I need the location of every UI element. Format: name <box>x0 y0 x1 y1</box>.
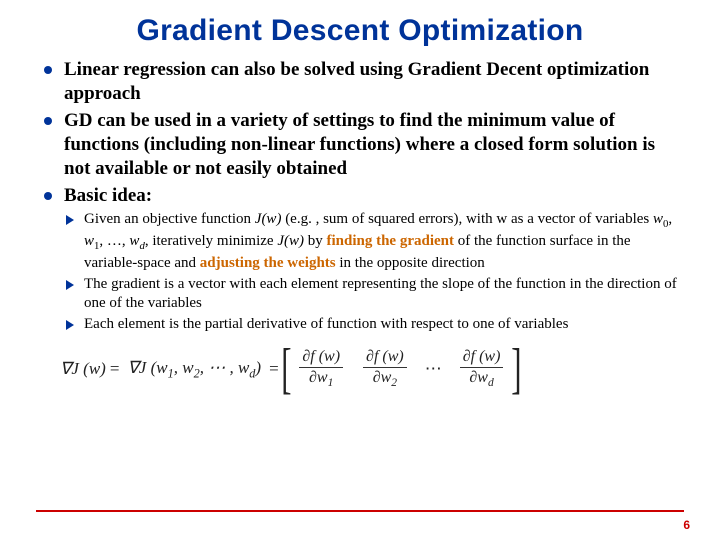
page-number: 6 <box>683 518 690 532</box>
emphasis-text: adjusting the weights <box>200 255 336 271</box>
footer-divider <box>36 510 684 512</box>
bullet-list: Linear regression can also be solved usi… <box>36 58 684 334</box>
sub-bullet-item: Each element is the partial derivative o… <box>64 315 680 334</box>
gradient-formula: ∇J (w) = ∇J (w1, w2, ⋯ , wd) = [ ∂f (w) … <box>60 344 684 394</box>
text-run: ∇J (w <box>127 358 167 377</box>
fraction-denominator: ∂wd <box>466 369 496 390</box>
fraction-denominator: ∂w1 <box>306 369 336 390</box>
var-w: w <box>84 233 94 249</box>
formula-args: ∇J (w1, w2, ⋯ , wd) <box>127 358 261 381</box>
text-run: ∂w <box>309 369 328 386</box>
partial-fraction: ∂f (w) ∂wd <box>460 348 504 391</box>
equals-sign: = <box>269 359 279 379</box>
text-run: (e.g. , sum of squared errors), with w a… <box>281 211 653 227</box>
var-jw: J(w) <box>255 211 282 227</box>
ellipsis: ⋯ <box>425 359 442 379</box>
sub-bullet-item: Given an objective function J(w) (e.g. ,… <box>64 210 680 273</box>
bracket-right-icon: ] <box>512 344 522 394</box>
subscript: d <box>488 378 494 390</box>
fraction-numerator: ∂f (w) <box>299 348 343 366</box>
fraction-line <box>460 367 504 368</box>
text-run: ∂w <box>469 369 488 386</box>
var-w: w <box>129 233 139 249</box>
bullet-text: Basic idea: <box>64 185 152 206</box>
slide-title: Gradient Descent Optimization <box>36 14 684 48</box>
emphasis-text: finding the gradient <box>326 233 454 249</box>
text-run: by <box>304 233 327 249</box>
text-run: , ⋯ , w <box>200 358 250 377</box>
slide: Gradient Descent Optimization Linear reg… <box>0 0 720 540</box>
partial-fraction: ∂f (w) ∂w2 <box>363 348 407 391</box>
bullet-item: Basic idea: Given an objective function … <box>40 184 680 335</box>
text-run: , iteratively minimize <box>145 233 277 249</box>
bullet-item: Linear regression can also be solved usi… <box>40 58 680 107</box>
text-run: ∂w <box>373 369 392 386</box>
formula-lhs: ∇J (w) <box>60 359 106 379</box>
partial-fraction: ∂f (w) ∂w1 <box>299 348 343 391</box>
text-run: Given an objective function <box>84 211 255 227</box>
subscript: 2 <box>391 378 397 390</box>
sub-bullet-item: The gradient is a vector with each eleme… <box>64 275 680 313</box>
text-run: , …, <box>99 233 129 249</box>
text-run: ) <box>255 358 261 377</box>
var-w: w <box>653 211 663 227</box>
var-jw: J(w) <box>277 233 304 249</box>
bracket-left-icon: [ <box>281 344 291 394</box>
fraction-denominator: ∂w2 <box>370 369 400 390</box>
fraction-line <box>363 367 407 368</box>
fraction-numerator: ∂f (w) <box>363 348 407 366</box>
text-run: in the opposite direction <box>336 255 485 271</box>
text-run: , w <box>174 358 194 377</box>
text-run: , <box>668 211 672 227</box>
fraction-numerator: ∂f (w) <box>460 348 504 366</box>
bullet-item: GD can be used in a variety of settings … <box>40 109 680 182</box>
equals-sign: = <box>110 359 120 379</box>
vector-row: ∂f (w) ∂w1 ∂f (w) ∂w2 ⋯ ∂f (w) ∂wd <box>289 348 513 391</box>
subscript: 1 <box>328 378 334 390</box>
sub-bullet-list: Given an objective function J(w) (e.g. ,… <box>64 210 680 334</box>
fraction-line <box>299 367 343 368</box>
